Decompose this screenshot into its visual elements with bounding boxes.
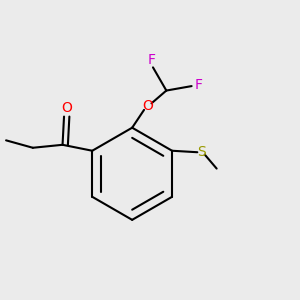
Text: O: O — [61, 101, 72, 115]
Text: F: F — [194, 78, 202, 92]
Text: O: O — [142, 99, 153, 113]
Text: F: F — [148, 53, 155, 67]
Text: S: S — [197, 145, 206, 159]
